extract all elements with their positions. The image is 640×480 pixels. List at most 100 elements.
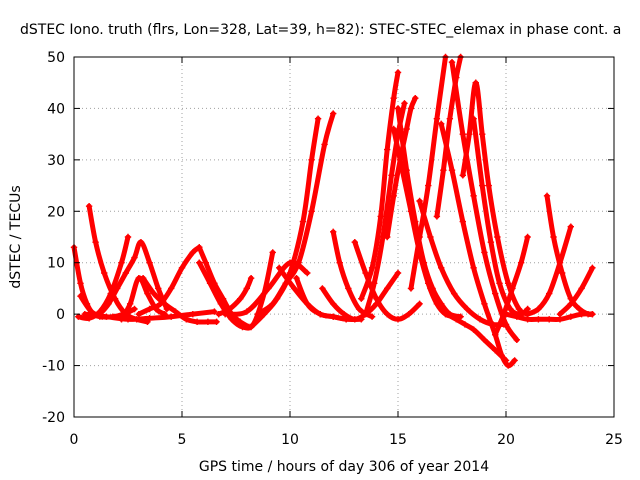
data-point-arc-35 bbox=[535, 316, 542, 323]
data-point-arc-11 bbox=[206, 280, 214, 287]
data-point-arc-31 bbox=[492, 290, 499, 297]
data-point-arc-08 bbox=[189, 249, 196, 256]
data-point-arc-08 bbox=[146, 305, 153, 313]
data-point-arc-06 bbox=[211, 308, 218, 315]
data-point-arc-10 bbox=[196, 244, 203, 251]
data-point-arc-19 bbox=[336, 259, 343, 266]
data-point-arc-12 bbox=[247, 274, 255, 282]
data-point-arc-10 bbox=[219, 295, 227, 302]
data-point-arc-09 bbox=[150, 290, 158, 297]
y-tick-label: 30 bbox=[47, 153, 65, 169]
data-point-arc-09 bbox=[213, 318, 220, 326]
x-tick-label: 5 bbox=[178, 432, 187, 448]
data-point-arc-20 bbox=[384, 310, 391, 318]
data-point-arc-21 bbox=[377, 213, 384, 220]
data-point-arc-34 bbox=[524, 233, 531, 241]
data-point-arc-25 bbox=[412, 218, 419, 225]
data-point-arc-36 bbox=[589, 310, 596, 318]
data-point-arc-33 bbox=[494, 233, 501, 241]
data-point-arc-22 bbox=[362, 310, 369, 318]
data-point-arc-21 bbox=[368, 264, 376, 272]
data-point-arc-26 bbox=[416, 233, 423, 241]
data-point-arc-05 bbox=[122, 269, 130, 277]
data-point-arc-38 bbox=[567, 300, 574, 308]
x-tick-label: 25 bbox=[605, 432, 623, 448]
plot-frame bbox=[73, 56, 615, 418]
data-point-arc-08 bbox=[178, 264, 186, 272]
data-point-arc-29 bbox=[476, 316, 484, 323]
data-point-arc-28 bbox=[446, 115, 454, 122]
data-point-arc-37 bbox=[556, 259, 564, 266]
series-line-arc-26 bbox=[408, 54, 448, 291]
data-point-arc-03 bbox=[131, 305, 138, 313]
data-point-arc-11 bbox=[228, 316, 235, 323]
series-group bbox=[70, 53, 596, 369]
data-point-arc-04 bbox=[85, 202, 93, 210]
x-tick-label: 0 bbox=[70, 432, 79, 448]
data-point-arc-31 bbox=[459, 130, 466, 138]
data-point-arc-23 bbox=[390, 192, 397, 200]
data-point-arc-21 bbox=[358, 295, 365, 302]
y-tick-label: 0 bbox=[56, 307, 65, 323]
data-point-arc-35 bbox=[502, 310, 510, 318]
y-tick-label: 50 bbox=[47, 50, 65, 66]
data-point-arc-06 bbox=[124, 316, 132, 323]
series-line-arc-18 bbox=[319, 270, 401, 322]
data-point-arc-18 bbox=[319, 285, 326, 292]
data-point-arc-09 bbox=[204, 318, 212, 326]
data-point-arc-23 bbox=[412, 94, 419, 102]
data-point-arc-06 bbox=[146, 315, 153, 322]
data-point-arc-09 bbox=[139, 274, 147, 282]
data-point-arc-27 bbox=[470, 326, 477, 333]
data-point-arc-06 bbox=[168, 313, 175, 320]
data-point-arc-23 bbox=[403, 125, 410, 133]
data-point-arc-20 bbox=[416, 300, 423, 308]
data-point-arc-31 bbox=[470, 192, 477, 200]
data-point-arc-26 bbox=[425, 182, 432, 189]
data-point-arc-09 bbox=[193, 318, 201, 326]
data-point-arc-02 bbox=[118, 259, 125, 266]
data-point-arc-33 bbox=[466, 130, 473, 138]
data-point-arc-10 bbox=[202, 259, 209, 266]
data-point-arc-06 bbox=[189, 310, 196, 318]
data-point-arc-04 bbox=[101, 269, 108, 277]
data-point-arc-15 bbox=[299, 218, 307, 225]
data-point-arc-33 bbox=[479, 130, 486, 138]
data-point-arc-09 bbox=[183, 316, 190, 323]
data-point-arc-13 bbox=[265, 285, 272, 292]
data-point-arc-30 bbox=[459, 218, 466, 225]
data-point-arc-37 bbox=[535, 305, 542, 313]
x-tick-label: 10 bbox=[281, 432, 299, 448]
x-tick-label: 20 bbox=[497, 432, 515, 448]
data-point-arc-27 bbox=[444, 310, 451, 318]
data-point-arc-12 bbox=[226, 305, 233, 313]
data-point-arc-22 bbox=[371, 280, 378, 287]
y-tick-label: 20 bbox=[47, 204, 65, 220]
data-point-arc-12 bbox=[243, 285, 250, 292]
y-axis-label: dSTEC / TECUs bbox=[8, 185, 24, 288]
data-point-arc-18 bbox=[340, 310, 348, 318]
data-point-arc-29 bbox=[450, 290, 458, 297]
data-point-arc-06 bbox=[103, 313, 110, 320]
data-point-arc-14 bbox=[321, 141, 328, 148]
data-point-arc-36 bbox=[576, 305, 583, 313]
data-point-arc-14 bbox=[308, 208, 315, 215]
data-point-arc-21 bbox=[384, 146, 391, 153]
data-point-arc-23 bbox=[384, 233, 391, 241]
data-point-arc-31 bbox=[502, 321, 510, 328]
data-point-arc-20 bbox=[362, 269, 369, 277]
data-point-arc-16 bbox=[276, 264, 283, 272]
data-point-arc-19 bbox=[345, 285, 352, 292]
data-point-arc-21 bbox=[390, 94, 397, 102]
data-point-arc-05 bbox=[137, 238, 145, 246]
y-tick-label: -10 bbox=[42, 359, 65, 375]
data-point-arc-15 bbox=[247, 323, 255, 331]
data-point-arc-20 bbox=[394, 316, 402, 323]
data-point-arc-18 bbox=[330, 300, 337, 308]
y-tick-label: 10 bbox=[47, 256, 65, 272]
data-point-arc-33 bbox=[485, 182, 492, 189]
data-point-arc-34 bbox=[517, 259, 525, 266]
data-point-arc-19 bbox=[355, 305, 363, 313]
data-point-arc-29 bbox=[438, 264, 445, 272]
data-point-arc-34 bbox=[509, 285, 516, 292]
